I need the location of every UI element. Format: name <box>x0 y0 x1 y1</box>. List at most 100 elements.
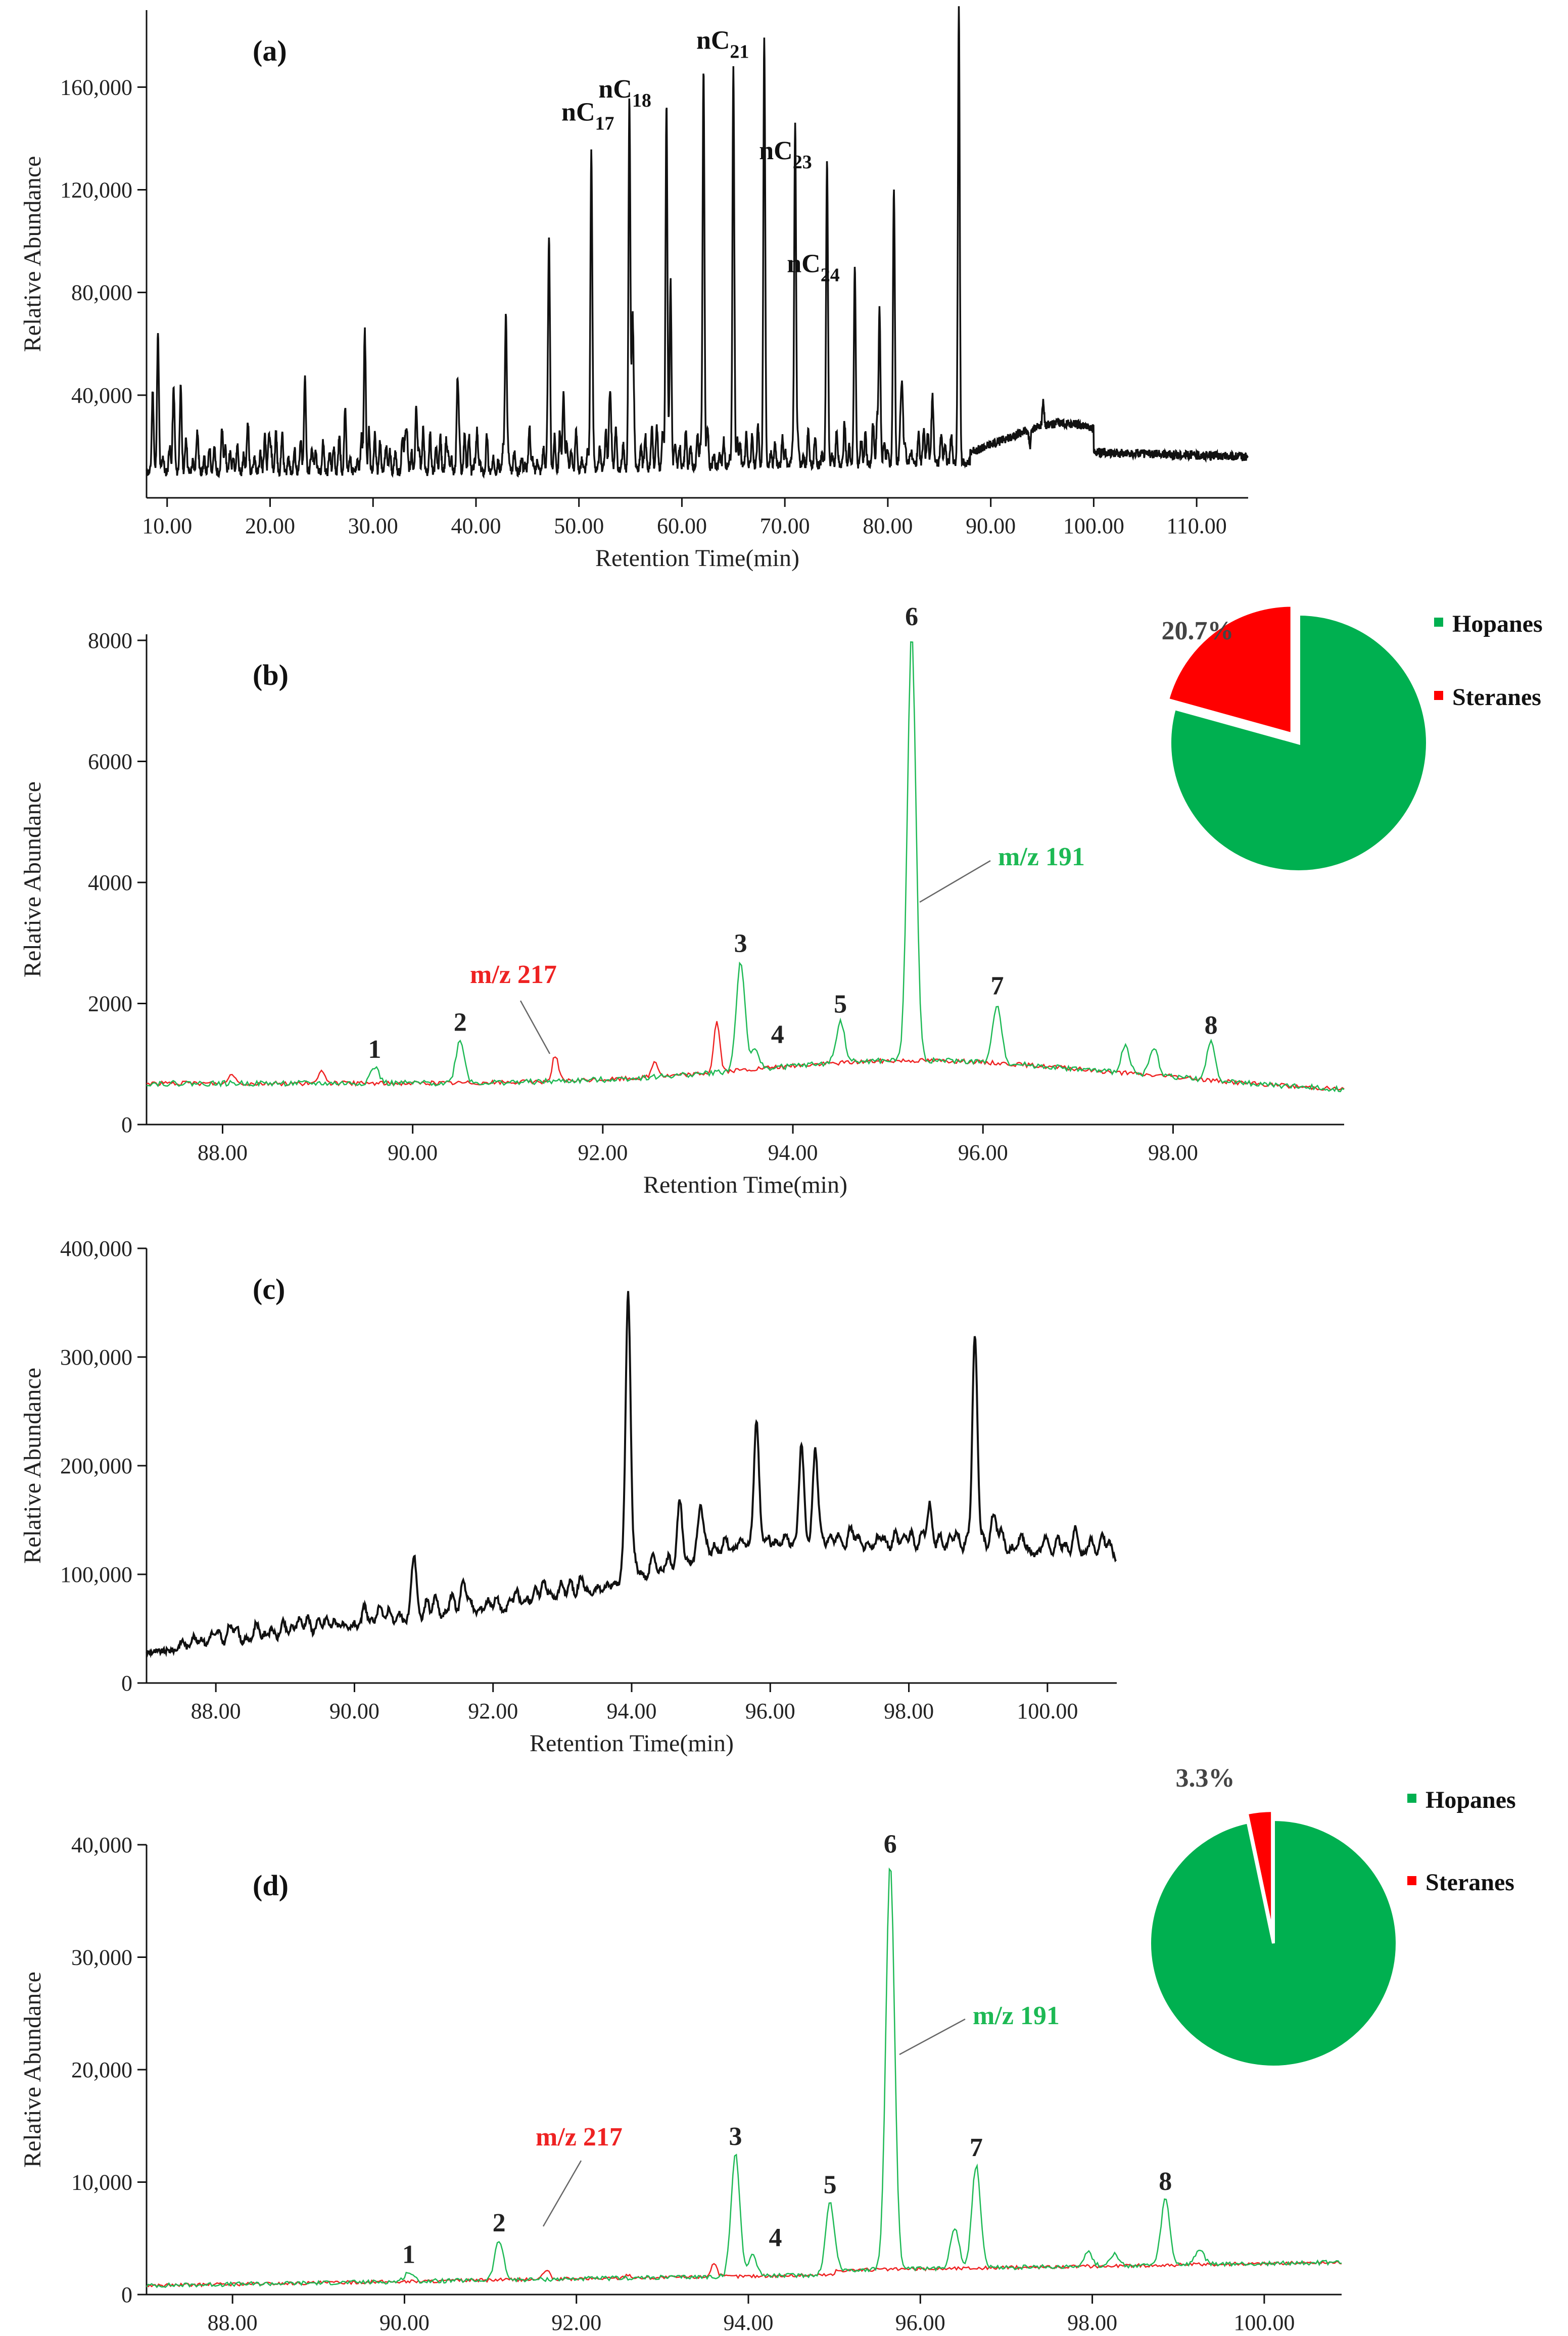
pie-percent-label: 3.3% <box>1176 1764 1235 1793</box>
peak-number-label: 7 <box>970 2133 983 2162</box>
legend-swatch-hopanes <box>1407 1794 1416 1803</box>
pie-slice-steranes <box>1245 1809 1274 1935</box>
peak-number-label: 2 <box>454 1008 467 1037</box>
y-tick-label: 0 <box>121 1671 132 1696</box>
legend-label-steranes: Steranes <box>1426 1869 1514 1896</box>
peak-annotation-nc: nC24 <box>787 249 839 286</box>
peak-number-label: 8 <box>1159 2167 1172 2196</box>
annotation-base: nC <box>561 98 595 127</box>
peak-number-label: 7 <box>990 971 1004 1000</box>
annotation-base: nC <box>696 26 730 55</box>
panel-label: (d) <box>253 1869 289 1902</box>
x-tick-label: 98.00 <box>1148 1140 1198 1165</box>
mz191-leader-line <box>919 860 991 903</box>
x-tick-label: 10.00 <box>142 513 192 538</box>
mz217-leader-line <box>519 1000 551 1054</box>
legend-label-hopanes: Hopanes <box>1426 1787 1516 1813</box>
tic-trace <box>146 1291 1117 1658</box>
mz191-label: m/z 191 <box>973 2001 1060 2030</box>
panel-c: 88.00 90.00 92.00 94.00 96.00 98.00 100.00 0 100… <box>19 1236 1117 1757</box>
y-tick-label: 6000 <box>88 749 132 774</box>
y-tick-label: 40,000 <box>71 1833 132 1857</box>
peak-number-label: 6 <box>884 1830 897 1858</box>
x-tick-label: 96.00 <box>745 1699 795 1723</box>
x-tick-label: 100.00 <box>1017 1699 1078 1723</box>
peak-number-label: 2 <box>493 2209 506 2237</box>
y-tick-label: 10,000 <box>71 2170 132 2195</box>
peak-annotation-nc: nC23 <box>759 136 812 173</box>
peak-number-label: 5 <box>824 2171 837 2200</box>
peak-annotation-nc: nC17 <box>561 98 614 134</box>
panel-label: (a) <box>253 34 287 67</box>
y-tick-label: 2000 <box>88 991 132 1016</box>
x-tick-label: 70.00 <box>760 513 810 538</box>
x-tick-label: 60.00 <box>657 513 707 538</box>
mz191-trace <box>146 641 1345 1093</box>
legend-swatch-hopanes <box>1434 618 1443 627</box>
legend-swatch-steranes <box>1434 691 1443 700</box>
x-tick-label: 94.00 <box>607 1699 657 1723</box>
mz191-trace <box>146 1867 1342 2288</box>
x-axis-title: Retention Time(min) <box>643 1172 847 1198</box>
annotation-subscript: 17 <box>595 113 614 134</box>
x-tick-label: 88.00 <box>208 2310 258 2335</box>
peak-number-label: 3 <box>734 929 747 958</box>
y-tick-label: 8000 <box>88 628 132 653</box>
y-axis-title: Relative Abundance <box>19 1972 46 2168</box>
y-tick-label: 300,000 <box>60 1345 132 1370</box>
y-tick-label: 20,000 <box>71 2058 132 2082</box>
x-tick-label: 90.00 <box>379 2310 430 2335</box>
y-tick-label: 0 <box>121 1112 132 1137</box>
panel-a: 10.00 20.00 30.00 40.00 50.00 60.00 70.00 80.00… <box>19 6 1249 572</box>
y-tick-label: 200,000 <box>60 1454 132 1478</box>
y-tick-label: 400,000 <box>60 1236 132 1261</box>
pie-slice-hopanes <box>1168 612 1429 873</box>
y-tick-label: 30,000 <box>71 1945 132 1970</box>
x-tick-label: 92.00 <box>578 1140 628 1165</box>
annotation-base: nC <box>759 136 792 165</box>
x-tick-label: 20.00 <box>245 513 295 538</box>
x-tick-label: 88.00 <box>198 1140 248 1165</box>
pie-slice-hopanes <box>1148 1817 1399 2069</box>
y-tick-label: 160,000 <box>60 75 132 100</box>
y-axis-title: Relative Abundance <box>19 781 46 977</box>
peak-number-label: 3 <box>729 2122 742 2151</box>
mz217-trace <box>146 2260 1342 2288</box>
peak-number-label: 1 <box>402 2240 415 2269</box>
pie-slice-steranes <box>1166 603 1294 736</box>
x-axis-title: Retention Time(min) <box>530 1730 734 1757</box>
x-tick-label: 94.00 <box>724 2310 774 2335</box>
x-tick-label: 80.00 <box>863 513 913 538</box>
mz191-label: m/z 191 <box>998 843 1085 871</box>
mz217-trace <box>146 1021 1345 1091</box>
x-tick-label: 88.00 <box>191 1699 241 1723</box>
annotation-subscript: 24 <box>821 264 840 286</box>
y-tick-label: 0 <box>121 2282 132 2307</box>
panel-label: (b) <box>253 659 289 691</box>
mz191-leader-line <box>899 2018 966 2055</box>
mz217-label: m/z 217 <box>536 2123 623 2152</box>
annotation-subscript: 18 <box>632 90 651 111</box>
x-tick-label: 50.00 <box>554 513 604 538</box>
x-tick-label: 92.00 <box>468 1699 518 1723</box>
x-tick-label: 96.00 <box>958 1140 1008 1165</box>
annotation-base: nC <box>787 249 820 278</box>
legend-label-hopanes: Hopanes <box>1452 611 1543 637</box>
y-tick-label: 4000 <box>88 870 132 895</box>
x-tick-label: 98.00 <box>884 1699 934 1723</box>
panel-d: 88.00 90.00 92.00 94.00 96.00 98.00 100.00 0 10,… <box>19 1764 1516 2335</box>
annotation-subscript: 21 <box>730 41 749 63</box>
peak-number-label: 6 <box>905 602 918 631</box>
legend-label-steranes: Steranes <box>1452 684 1541 711</box>
mz217-label: m/z 217 <box>470 960 557 989</box>
peak-annotation-nc: nC18 <box>598 75 651 111</box>
x-tick-label: 94.00 <box>768 1140 818 1165</box>
x-tick-label: 30.00 <box>348 513 398 538</box>
y-tick-label: 120,000 <box>60 178 132 203</box>
x-tick-label: 100.00 <box>1233 2310 1295 2335</box>
peak-annotation-nc: nC21 <box>696 26 749 63</box>
annotation-base: nC <box>598 75 632 104</box>
x-tick-label: 92.00 <box>551 2310 601 2335</box>
x-tick-label: 100.00 <box>1063 513 1124 538</box>
